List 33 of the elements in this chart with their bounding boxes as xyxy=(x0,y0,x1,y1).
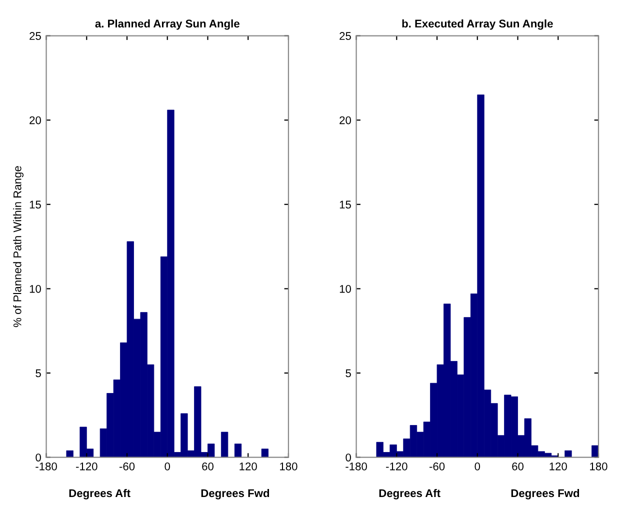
y-tick-label: 5 xyxy=(346,369,351,378)
x-tick-label: -60 xyxy=(119,462,135,470)
text: Degrees Fwd xyxy=(511,488,580,500)
y-tick-label: 15 xyxy=(340,200,351,209)
y-tick-label: 5 xyxy=(36,369,41,378)
x-tick-label: -120 xyxy=(386,462,408,470)
y-tick-label: 25 xyxy=(30,32,41,40)
y-tick-label: 0 xyxy=(36,454,41,462)
y-tick-label: 25 xyxy=(340,32,351,40)
x-tick-label: -180 xyxy=(346,462,367,470)
y-tick-label: 15 xyxy=(30,200,41,209)
text: Degrees Aft xyxy=(379,488,440,500)
x-tick-label: 180 xyxy=(590,462,608,470)
x-tick-label: -60 xyxy=(429,462,445,470)
x-tick-label: 60 xyxy=(202,462,214,470)
x-tick-label: 120 xyxy=(240,462,257,470)
x-tick-label: -120 xyxy=(76,462,98,470)
x-tick-label: 180 xyxy=(280,462,298,470)
y-tick-label: 20 xyxy=(30,116,41,124)
x-tick-label: -180 xyxy=(36,462,57,470)
x-tick-label: 0 xyxy=(474,462,480,470)
chart-title: b. Executed Array Sun Angle xyxy=(402,19,553,30)
x-tick-label: 0 xyxy=(164,462,170,470)
x-tick-label: 60 xyxy=(512,462,524,470)
chart-title: a. Planned Array Sun Angle xyxy=(95,19,240,30)
x-tick-label: 120 xyxy=(550,462,567,470)
text: Degrees Fwd xyxy=(201,488,270,500)
y-tick-label: 20 xyxy=(340,116,351,124)
y-axis-title: % of Planned Path Within Range xyxy=(13,166,24,328)
y-tick-label: 10 xyxy=(30,284,41,293)
text: Degrees Aft xyxy=(69,488,130,500)
y-tick-label: 10 xyxy=(340,284,351,293)
y-tick-label: 0 xyxy=(346,454,351,462)
